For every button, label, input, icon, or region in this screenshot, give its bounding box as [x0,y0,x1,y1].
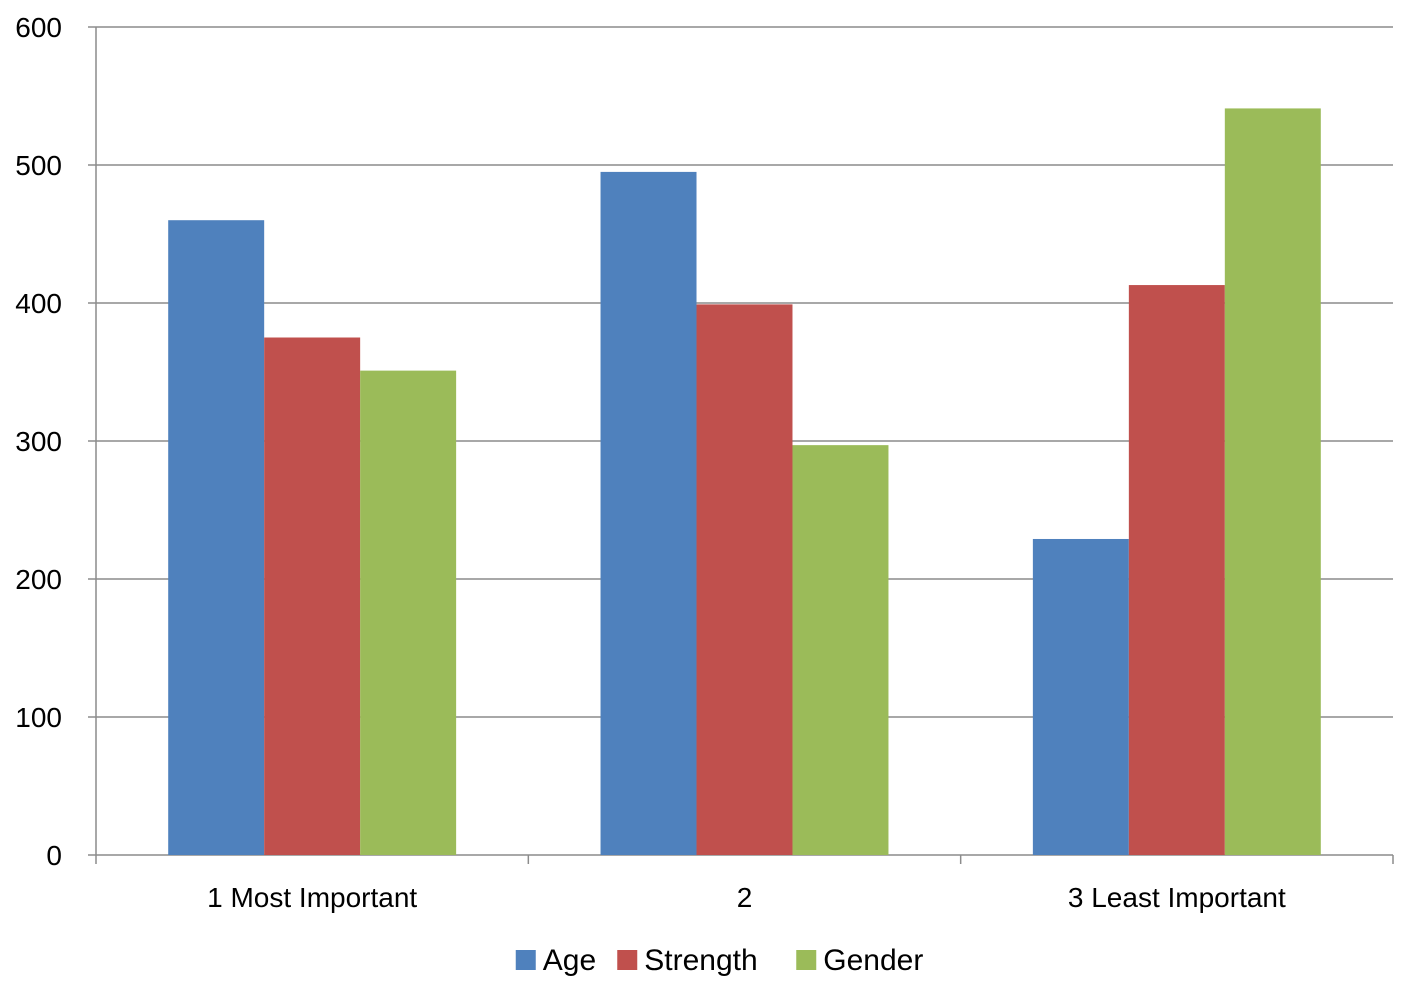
x-axis: 1 Most Important 2 3 Least Important [95,854,1394,913]
bar-gender-1 [360,370,457,855]
y-axis: 0 100 200 300 400 500 600 [15,12,97,871]
y-tick-label: 600 [15,12,62,43]
bar-gender-2 [792,445,889,855]
bar-strength-3 [1128,285,1225,855]
bar-age-1 [168,220,265,855]
bar-age-2 [600,171,697,855]
legend-swatch [515,950,536,970]
y-tick-label: 500 [15,150,62,181]
legend-item-strength: Strength [617,944,758,977]
bars [168,108,1321,856]
category-label: 1 Most Important [207,882,417,913]
legend-label: Strength [644,944,757,977]
y-tick-label: 200 [15,564,62,595]
y-tick-label: 300 [15,426,62,457]
y-tick-label: 0 [46,840,62,871]
legend-swatch [617,950,638,970]
bar-age-3 [1032,538,1129,855]
legend-label: Age [543,944,596,977]
y-tick-label: 100 [15,702,62,733]
legend-item-age: Age [515,944,596,977]
category-label: 3 Least Important [1068,882,1286,913]
bar-strength-1 [264,337,361,855]
bar-strength-2 [696,304,793,855]
category-label: 2 [737,882,753,913]
legend-swatch [796,950,817,970]
legend: Age Strength Gender [515,944,923,977]
y-tick-label: 400 [15,288,62,319]
bar-gender-3 [1224,108,1321,856]
legend-item-gender: Gender [796,944,923,977]
legend-label: Gender [823,944,923,977]
